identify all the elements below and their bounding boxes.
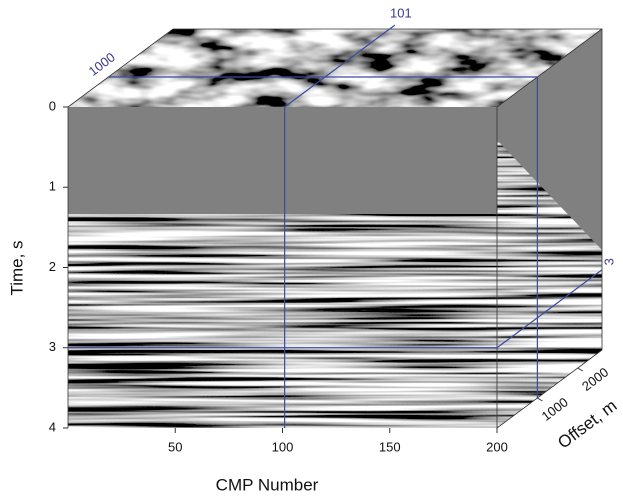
z-tick-label: 1000: [539, 394, 571, 423]
y-tick-label: 2: [49, 259, 56, 274]
y-tick-label: 1: [49, 179, 56, 194]
front-texture: [68, 214, 497, 428]
y-tick-label: 0: [49, 98, 56, 113]
y-axis-title: Time, s: [7, 240, 26, 295]
x-tick-label: 200: [486, 439, 508, 454]
top-texture: [68, 29, 602, 107]
y-tick-label: 4: [49, 419, 56, 434]
time-slice: [496, 269, 603, 349]
x-tick-label: 50: [168, 439, 182, 454]
z-tick: [537, 397, 543, 402]
z-tick-label: 2000: [579, 364, 611, 393]
cube-edge: [67, 28, 603, 429]
cmp-slice: [284, 24, 396, 108]
time-slice-label: 3: [601, 258, 616, 265]
x-axis-title: CMP Number: [216, 475, 319, 494]
cmp-slice-label: 101: [390, 6, 412, 21]
z-tick: [577, 367, 584, 372]
y-tick-label: 3: [49, 339, 56, 354]
x-tick-label: 150: [379, 439, 401, 454]
cube-edge: [496, 28, 603, 428]
cube: [67, 28, 603, 429]
x-tick-label: 100: [272, 439, 294, 454]
